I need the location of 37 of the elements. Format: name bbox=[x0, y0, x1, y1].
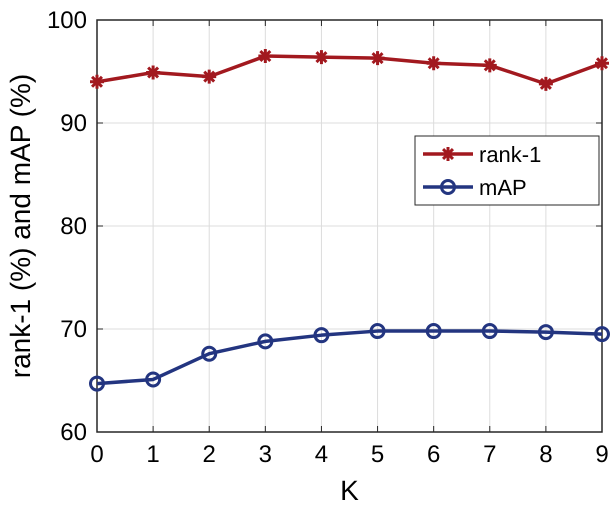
point bbox=[144, 64, 162, 82]
x-tick-label: 9 bbox=[595, 441, 609, 468]
x-tick-label: 3 bbox=[258, 441, 272, 468]
point bbox=[426, 323, 442, 340]
point bbox=[200, 68, 218, 86]
point bbox=[201, 346, 218, 362]
y-tick-label: 100 bbox=[46, 7, 87, 34]
point bbox=[370, 323, 386, 340]
x-axis-title: K bbox=[340, 475, 360, 506]
y-tick-label: 90 bbox=[60, 110, 87, 137]
x-tick-label: 6 bbox=[426, 441, 440, 468]
x-tick-label: 1 bbox=[146, 441, 160, 468]
x-tick-label: 2 bbox=[202, 441, 216, 468]
x-tick-label: 4 bbox=[314, 441, 328, 468]
y-tick-label: 70 bbox=[60, 316, 87, 343]
legend-label: mAP bbox=[479, 175, 527, 200]
point bbox=[313, 327, 330, 344]
point bbox=[481, 56, 498, 74]
point bbox=[425, 54, 442, 72]
y-tick-label: 80 bbox=[60, 213, 87, 240]
point bbox=[482, 323, 498, 340]
point bbox=[369, 50, 386, 67]
point bbox=[594, 54, 610, 72]
point bbox=[88, 73, 106, 90]
x-tick-label: 0 bbox=[90, 441, 104, 468]
point bbox=[537, 75, 554, 92]
point bbox=[538, 324, 554, 340]
x-tick-label: 7 bbox=[483, 441, 496, 468]
y-tick-label: 60 bbox=[60, 419, 87, 446]
point bbox=[89, 376, 105, 392]
point bbox=[145, 371, 162, 388]
y-axis-title: rank-1 (%) and mAP (%) bbox=[5, 74, 36, 378]
x-tick-label: 8 bbox=[539, 441, 553, 468]
x-tick-label: 5 bbox=[370, 441, 384, 468]
legend-label: rank-1 bbox=[479, 142, 542, 167]
point bbox=[257, 333, 274, 350]
point bbox=[594, 326, 610, 342]
